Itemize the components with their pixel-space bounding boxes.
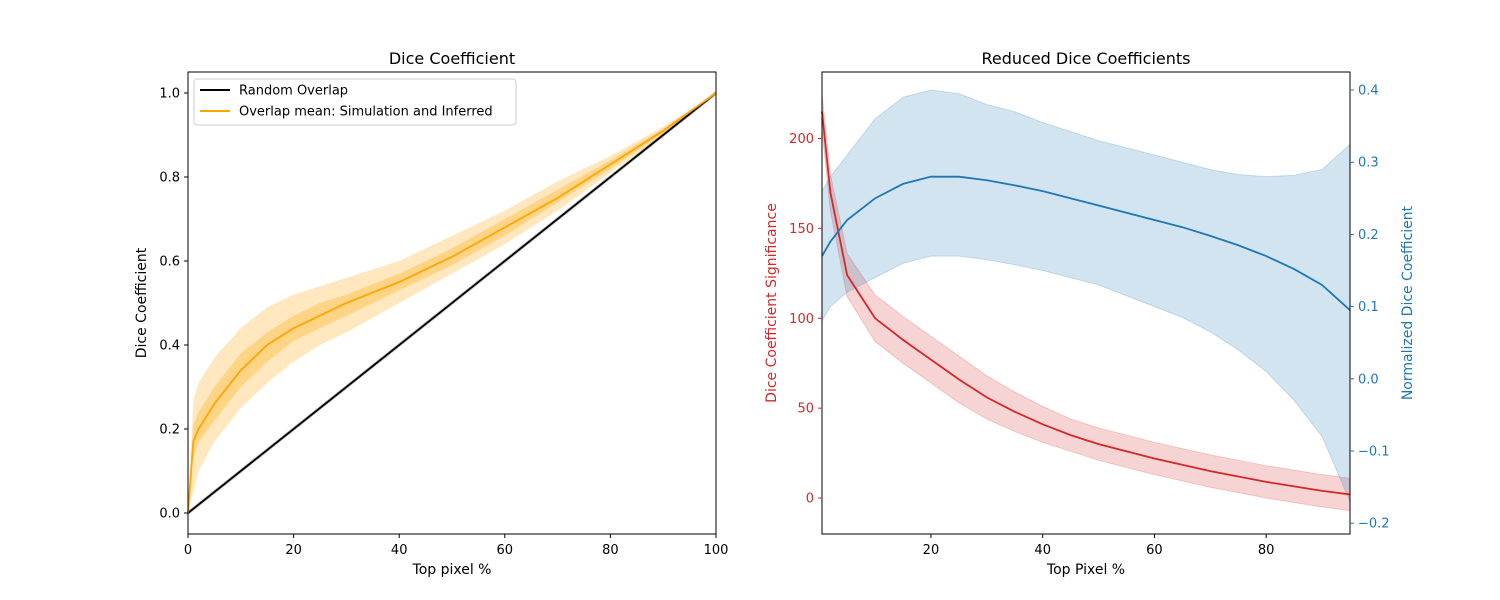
- x-tick-label: 80: [1258, 543, 1275, 558]
- overlap-mean-line: [187, 92, 717, 514]
- random-overlap-line: [187, 92, 717, 514]
- x-tick-label: 60: [1146, 543, 1163, 558]
- right-y-tick-label: 0.0: [1358, 372, 1379, 387]
- left-chart-title: Dice Coefficient: [389, 49, 515, 68]
- left-chart-x-axis-label: Top pixel %: [412, 562, 492, 578]
- y-tick-label: 0.8: [159, 171, 180, 186]
- x-tick-label: 40: [1034, 543, 1051, 558]
- right-chart-bands: [821, 89, 1351, 512]
- left-y-tick-label: 200: [789, 132, 814, 147]
- right-y-tick-label: 0.4: [1358, 84, 1379, 99]
- y-tick-label: 0.6: [159, 255, 180, 270]
- x-tick-label: 20: [285, 543, 302, 558]
- x-tick-label: 0: [184, 543, 192, 558]
- y-tick-label: 0.4: [159, 339, 180, 354]
- left-chart-y-axis-label: Dice Coefficient: [134, 247, 150, 358]
- right-y-tick-label: −0.2: [1358, 517, 1390, 532]
- y-tick-label: 0.2: [159, 423, 180, 438]
- x-tick-label: 40: [391, 543, 408, 558]
- x-tick-label: 60: [497, 543, 514, 558]
- y-tick-label: 1.0: [159, 87, 180, 102]
- right-y-tick-label: 0.3: [1358, 156, 1379, 171]
- left-chart-lines: [187, 92, 717, 514]
- left-y-tick-label: 150: [789, 222, 814, 237]
- right-y-tick-label: 0.2: [1358, 228, 1379, 243]
- left-chart-legend: Random Overlap Overlap mean: Simulation …: [193, 78, 517, 126]
- left-y-tick-label: 50: [797, 402, 814, 417]
- significance-line: [821, 111, 1351, 496]
- right-y-tick-label: 0.1: [1358, 300, 1379, 315]
- right-chart-x-axis-label: Top Pixel %: [1046, 562, 1125, 578]
- right-chart-frame: [821, 71, 1351, 535]
- right-chart-left-y-ticks: 0 50 100 150 200: [789, 132, 822, 507]
- x-tick-label: 80: [602, 543, 619, 558]
- x-tick-label: 20: [923, 543, 940, 558]
- normalized-line: [821, 175, 1351, 311]
- right-chart-left-y-axis-label: Dice Coefficient Significance: [764, 203, 780, 403]
- left-chart-panel: 0 20 40 60 80 100 0.0 0.2 0.4 0.6 0.8 1.0 Dice Coe…: [134, 49, 728, 578]
- right-chart-x-ticks: 20 40 60 80: [923, 534, 1275, 558]
- right-chart-right-y-ticks: −0.2 −0.1 0.0 0.1 0.2 0.3 0.4: [1350, 84, 1390, 532]
- legend-label-overlap-mean: Overlap mean: Simulation and Inferred: [239, 105, 493, 120]
- left-chart-x-ticks: 0 20 40 60 80 100: [184, 534, 729, 558]
- left-y-tick-label: 100: [789, 312, 814, 327]
- right-chart-lines: [821, 111, 1351, 496]
- right-chart-right-y-axis-label: Normalized Dice Coefficient: [1400, 205, 1416, 400]
- legend-label-random-overlap: Random Overlap: [239, 84, 348, 99]
- left-y-tick-label: 0: [806, 492, 814, 507]
- left-chart-y-ticks: 0.0 0.2 0.4 0.6 0.8 1.0: [159, 87, 188, 522]
- y-tick-label: 0.0: [159, 507, 180, 522]
- left-chart-frame: [187, 71, 717, 535]
- right-chart-title: Reduced Dice Coefficients: [981, 49, 1190, 68]
- legend-box: [193, 78, 517, 126]
- right-chart-panel: 20 40 60 80 0 50 100 150 200 −0.2 −0.1 0.0 0.1 0.2 0…: [764, 49, 1416, 578]
- right-y-tick-label: −0.1: [1358, 444, 1390, 459]
- x-tick-label: 100: [704, 543, 729, 558]
